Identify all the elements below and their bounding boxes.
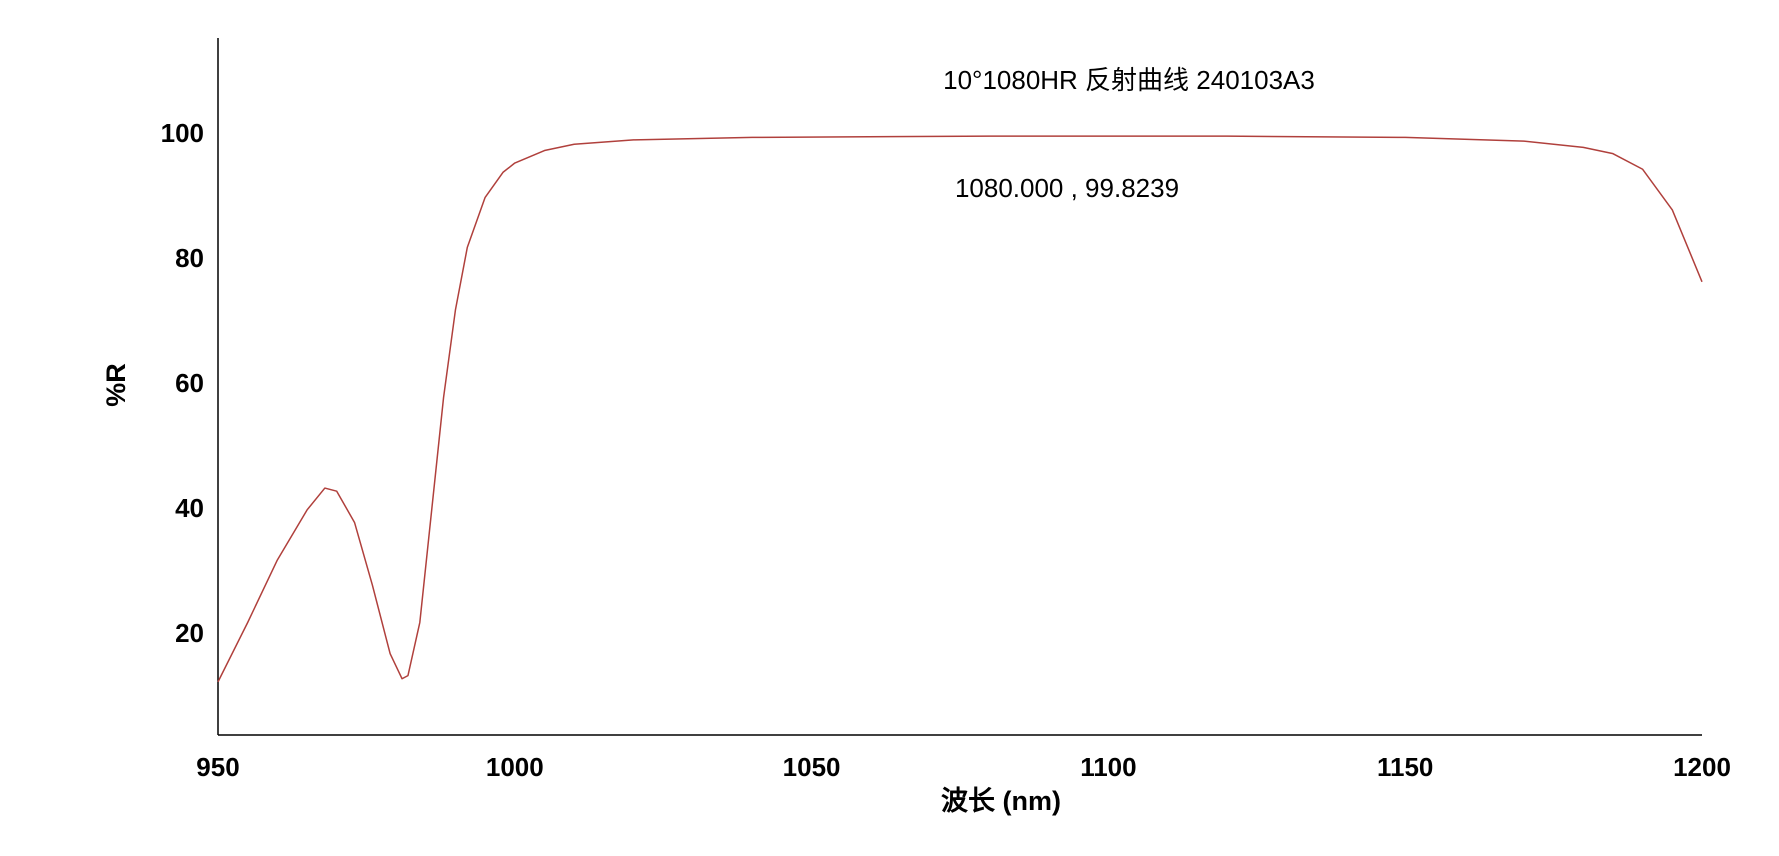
y-tick-label: 100 — [161, 118, 204, 148]
y-tick-label: 80 — [175, 243, 204, 273]
y-axis-label: %R — [101, 363, 131, 407]
y-tick-label: 40 — [175, 493, 204, 523]
y-tick-label: 60 — [175, 368, 204, 398]
x-tick-label: 1200 — [1673, 752, 1731, 782]
x-tick-label: 1150 — [1377, 752, 1433, 782]
chart-title: 10°1080HR 反射曲线 240103A3 — [943, 65, 1315, 95]
x-tick-label: 1050 — [783, 752, 841, 782]
x-tick-label: 950 — [196, 752, 239, 782]
x-tick-label: 1100 — [1080, 752, 1136, 782]
y-tick-label: 20 — [175, 618, 204, 648]
x-axis-label: 波长 (nm) — [941, 786, 1061, 816]
x-tick-label: 1000 — [486, 752, 544, 782]
annotation: 1080.000 , 99.8239 — [955, 173, 1179, 203]
data-line — [217, 135, 1703, 683]
